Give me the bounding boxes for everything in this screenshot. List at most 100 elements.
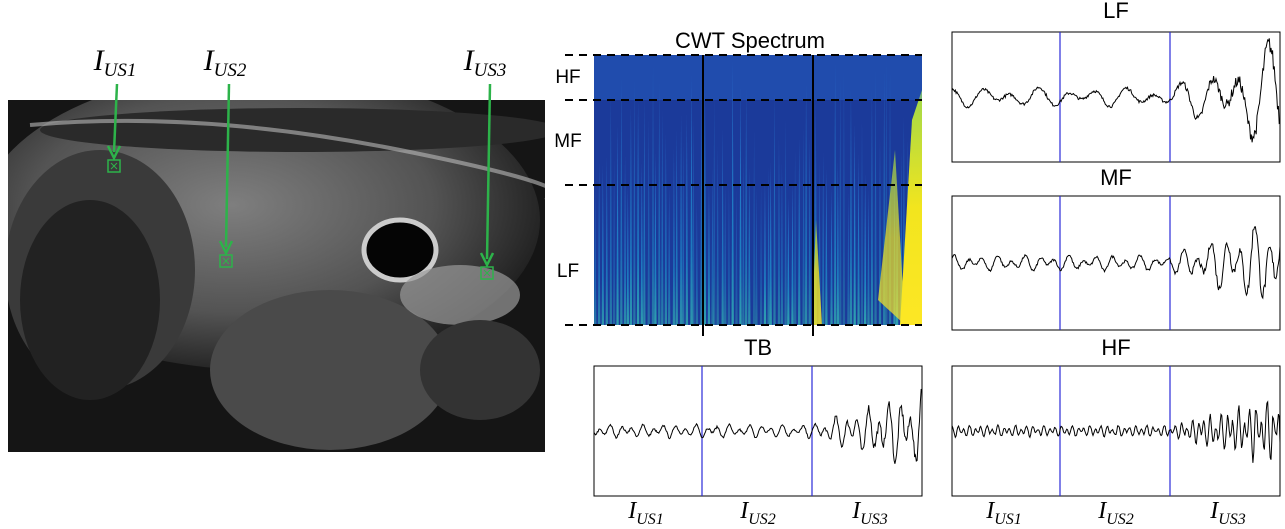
spectrum-streak	[633, 81, 636, 325]
spectrum-streak	[685, 114, 689, 325]
spectrum-streak	[870, 89, 874, 325]
symbol: I	[463, 44, 476, 77]
symbol: I	[203, 44, 216, 77]
subscript: US1	[104, 60, 137, 81]
spectrum-streak	[804, 83, 808, 325]
spectrum-streak	[623, 156, 627, 325]
spectrum-streak	[609, 93, 613, 325]
spectrum-streak	[690, 75, 693, 325]
spectrum-streak	[802, 127, 805, 325]
panel-frame	[951, 31, 1281, 163]
x-label: IUS1	[627, 498, 664, 528]
symbol: I	[739, 498, 749, 524]
spectrum-streak	[643, 98, 646, 325]
spectrum-streak	[836, 161, 840, 325]
spectrum-streak	[924, 184, 926, 325]
spectrum-streak	[640, 162, 644, 325]
spectrum-hf-band	[594, 55, 922, 100]
x-label: IUS2	[739, 498, 776, 528]
spectrum-streak	[612, 157, 616, 325]
waveform	[951, 38, 1281, 143]
roi-cross	[483, 269, 491, 277]
spectrum-streak	[647, 119, 650, 325]
spectrum-streak	[651, 67, 655, 325]
spectrum-streak	[742, 155, 745, 325]
spectrum-streak	[620, 77, 623, 325]
symbol: I	[627, 498, 637, 524]
spectrum-streak	[821, 152, 825, 325]
spectrum-streak	[739, 86, 742, 325]
spectrum-streak	[707, 184, 711, 325]
spectrum-streak	[752, 129, 756, 325]
arrow	[112, 83, 119, 153]
spectrum-peak	[812, 220, 822, 325]
symbol: I	[1209, 498, 1219, 524]
spectrum-streak	[711, 166, 714, 325]
roi-cross	[110, 162, 118, 170]
spectrum-streak	[787, 197, 790, 325]
spectrum-streak	[636, 101, 640, 325]
spectrum-streak	[839, 79, 842, 325]
panel-title: LF	[1103, 0, 1129, 23]
roi-marker	[107, 159, 121, 173]
band-label: MF	[554, 131, 581, 152]
spectrum-streak	[667, 186, 671, 325]
symbol: I	[93, 44, 106, 77]
spectrum-streak	[721, 128, 724, 325]
spectrum-streak	[857, 154, 860, 325]
spectrum-streak	[605, 155, 608, 325]
subscript: US2	[214, 60, 247, 81]
spectrum-streak	[833, 63, 837, 325]
subscript: US3	[860, 511, 888, 528]
x-label: IUS3	[1209, 498, 1246, 528]
spectrum-streak	[773, 92, 776, 325]
spectrum-streak	[808, 138, 811, 325]
spectrum-streak	[797, 138, 801, 325]
spectrum-streak	[825, 168, 828, 325]
spectrum-streak	[664, 134, 668, 325]
spectrum-streak	[793, 150, 797, 325]
spectrum-streak	[748, 167, 751, 325]
spectrum-streak	[601, 165, 605, 325]
x-label: IUS3	[851, 498, 888, 528]
spectrum-streak	[672, 148, 676, 325]
spectrum-streak	[777, 138, 781, 325]
symbol: I	[1097, 498, 1107, 524]
spectrum-peak	[878, 150, 905, 325]
panel-title: TB	[744, 335, 772, 360]
spectrum-streak	[759, 185, 763, 325]
spectrum-streak	[791, 182, 794, 325]
spectrum-streak	[842, 71, 846, 325]
spectrum-streak	[675, 130, 678, 325]
spectrum-peak	[900, 90, 922, 325]
symbol: I	[851, 498, 861, 524]
spectrum-streak	[867, 189, 870, 325]
roi-label: IUS1	[93, 44, 137, 81]
roi-label: IUS2	[203, 44, 247, 81]
spectrum-streak	[703, 79, 707, 325]
spectrum-streak	[597, 162, 601, 325]
spectrum-streak	[626, 187, 630, 325]
waveform	[951, 400, 1281, 463]
x-label: IUS1	[985, 498, 1022, 528]
spectrum-streak	[755, 188, 758, 325]
spectrum-streak	[853, 123, 856, 325]
waveform	[951, 226, 1281, 300]
roi-marker	[219, 254, 233, 268]
band-label: HF	[555, 67, 580, 88]
subscript: US1	[994, 511, 1022, 528]
spectrum-streak	[847, 192, 850, 325]
panel-title: MF	[1100, 165, 1132, 190]
spectrum-streak	[682, 142, 685, 325]
spectrum-streak	[731, 60, 734, 325]
x-label: IUS2	[1097, 498, 1134, 528]
roi-marker	[480, 266, 494, 280]
spectrum-streak	[763, 180, 767, 325]
waveform	[593, 388, 923, 464]
roi-label: IUS3	[463, 44, 507, 81]
spectrum-streak	[863, 173, 867, 325]
arrow	[485, 83, 492, 260]
arrow-head	[218, 240, 234, 256]
panel-frame	[593, 365, 923, 497]
